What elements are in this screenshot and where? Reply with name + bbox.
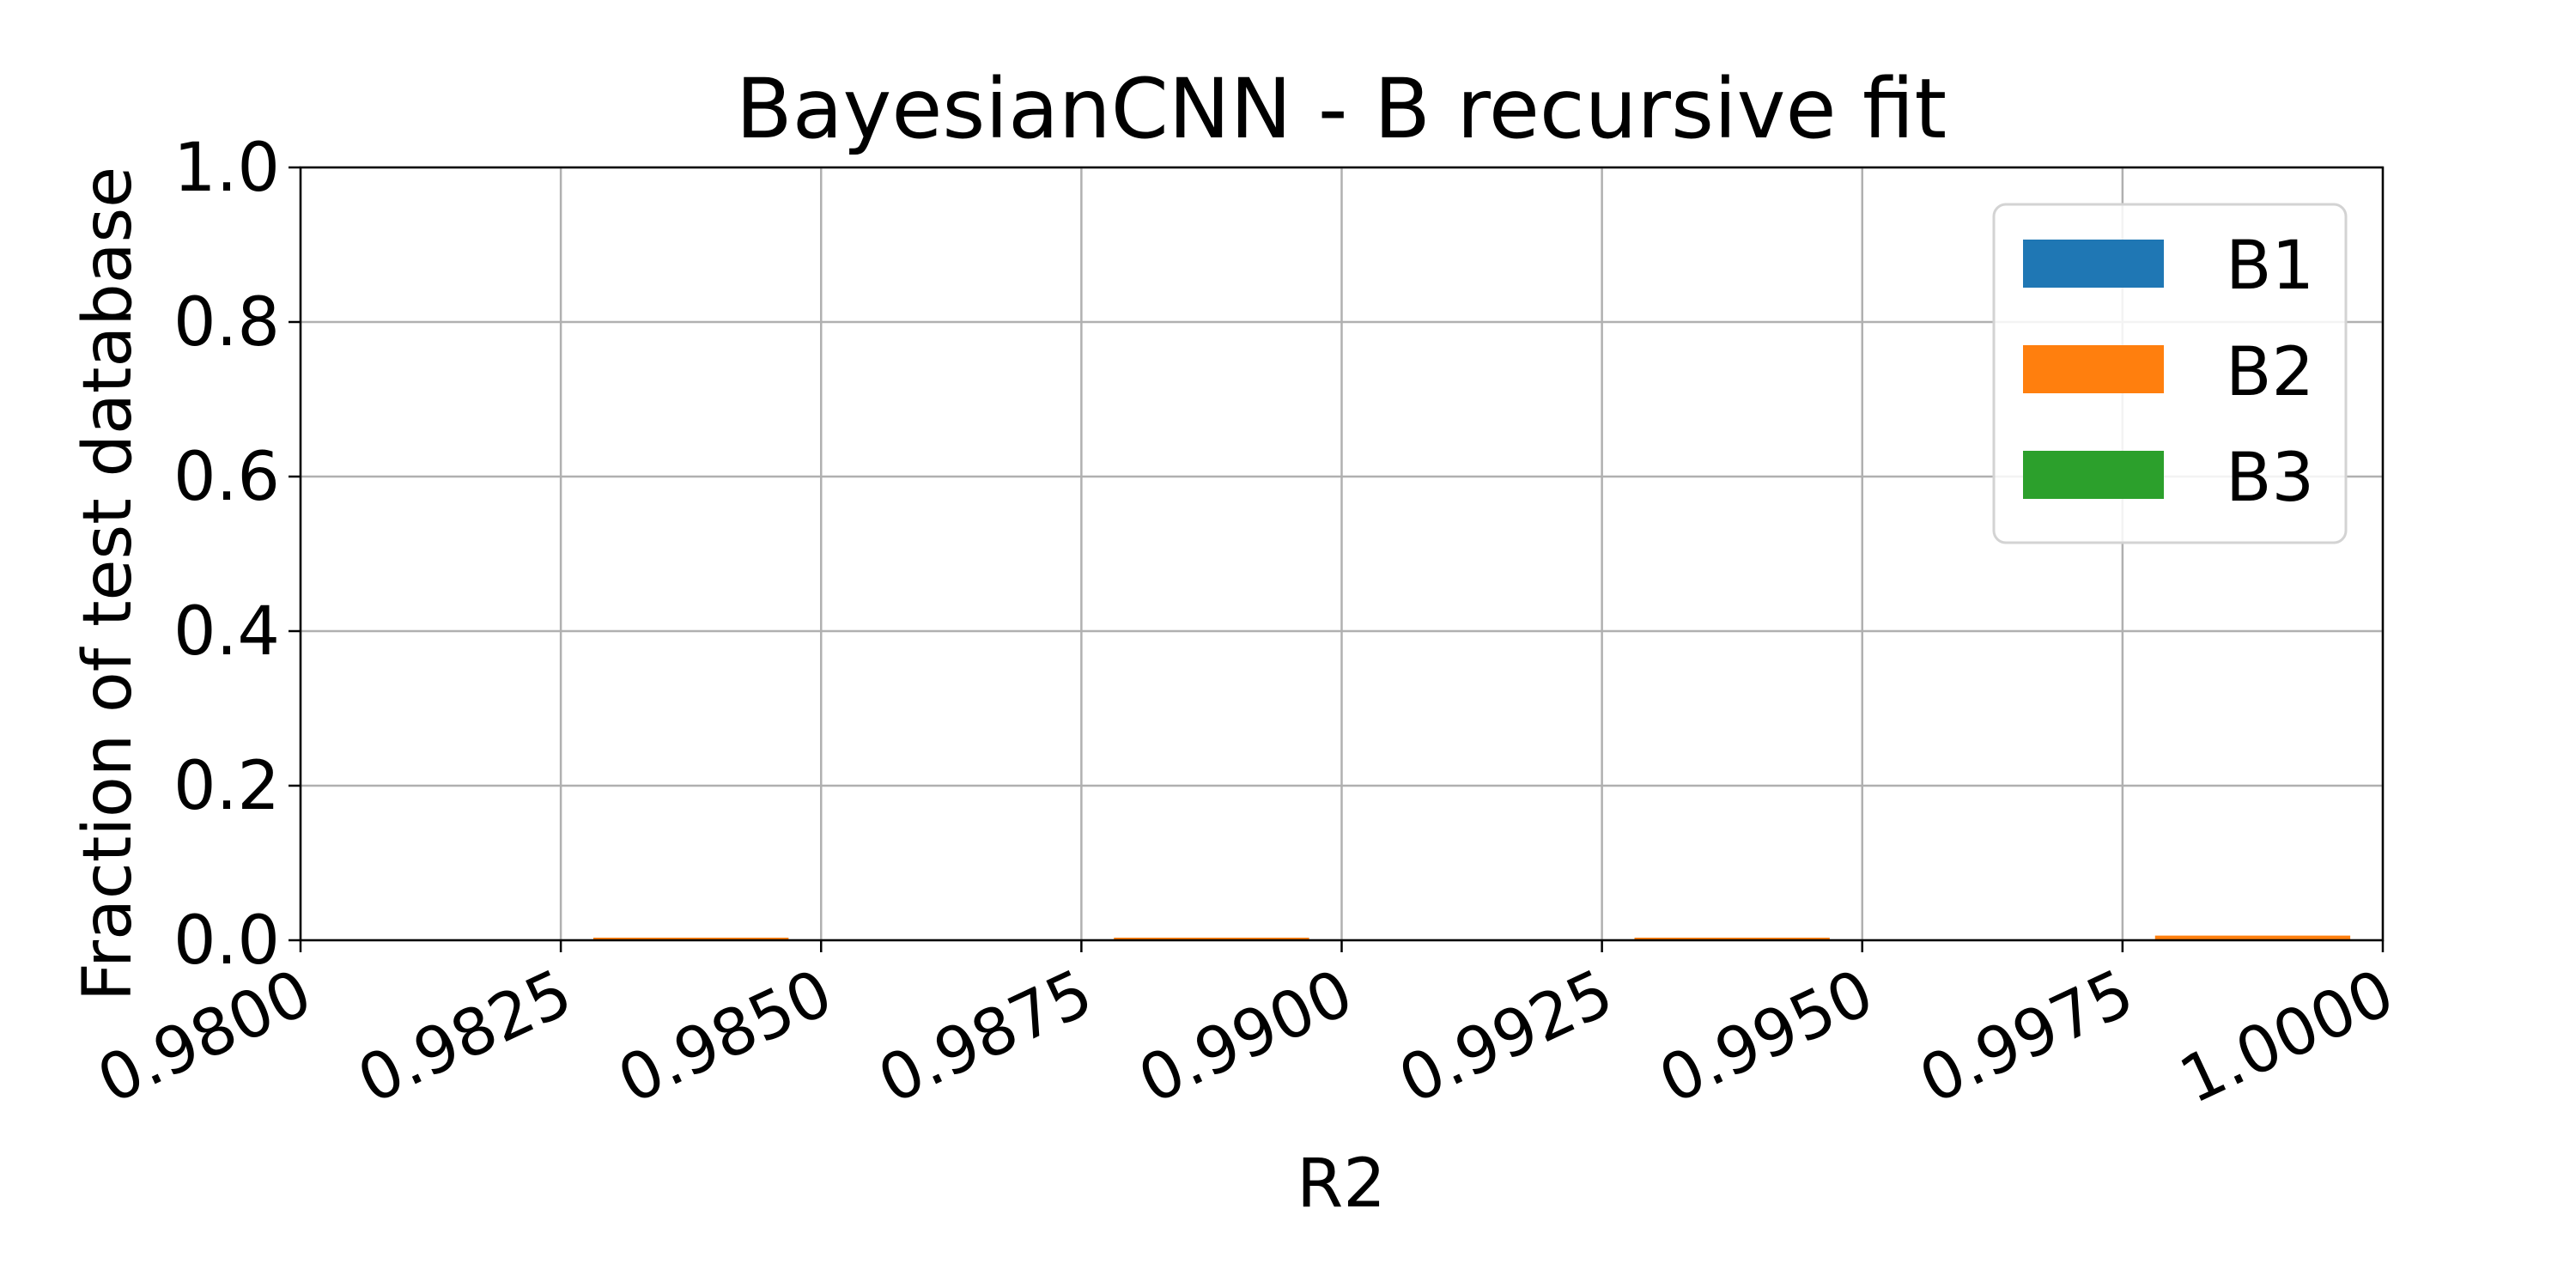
legend-label-b2: B2: [2226, 334, 2314, 411]
y-tick-label: 1.0: [173, 130, 280, 207]
bar-b2-bin-7: [2154, 935, 2351, 940]
legend-swatch-b3: [2023, 451, 2164, 499]
chart-title: BayesianCNN - B recursive fit: [736, 61, 1947, 157]
bar-b2-bin-1: [593, 938, 789, 940]
y-axis-label: Fraction of test database: [70, 167, 147, 1001]
x-axis-label: R2: [1297, 1145, 1386, 1223]
y-tick-label: 0.4: [173, 593, 280, 671]
bar-b2-bin-3: [1114, 938, 1309, 940]
legend: B1 B2 B3: [1992, 203, 2348, 544]
bar-b2-bin-5: [1634, 938, 1830, 940]
legend-swatch-b1: [2023, 240, 2164, 288]
y-tick-label: 0.2: [173, 748, 280, 825]
y-tick-label: 0.8: [173, 284, 280, 361]
bars: [593, 935, 2351, 940]
legend-label-b1: B1: [2226, 228, 2314, 305]
y-tick-label: 0.0: [173, 902, 280, 980]
legend-swatch-b2: [2023, 345, 2164, 393]
legend-label-b3: B3: [2226, 440, 2314, 517]
y-tick-label: 0.6: [173, 439, 280, 516]
